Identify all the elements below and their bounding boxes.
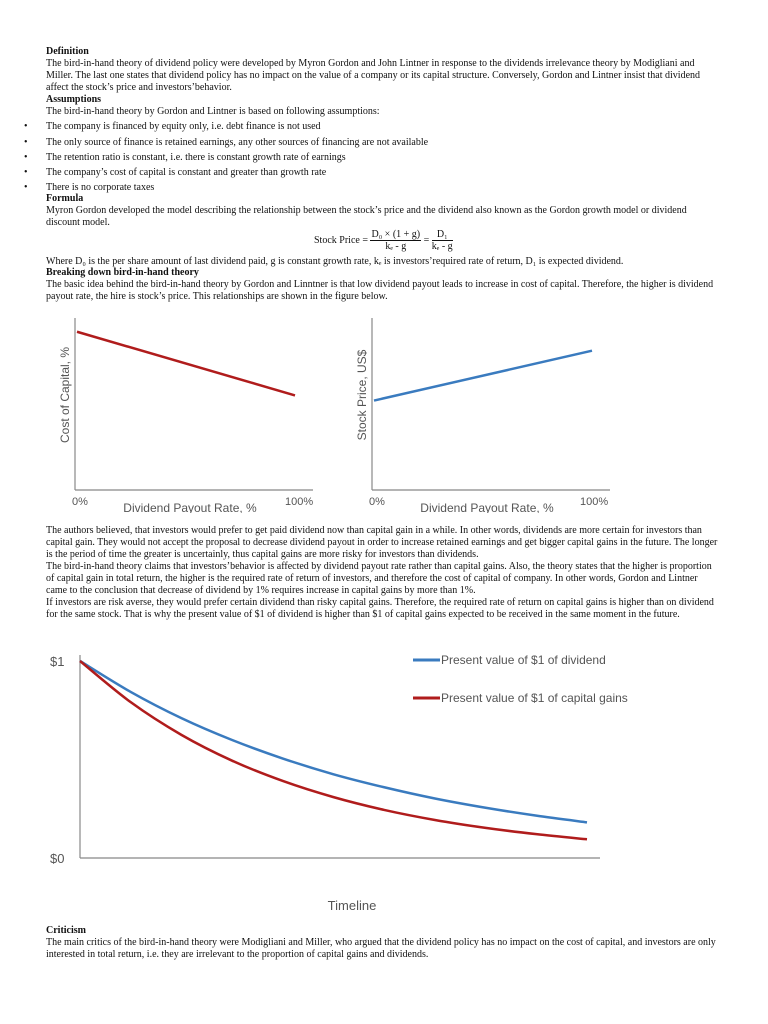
definition-heading: Definition [46,46,89,57]
body-line: If investors are risk averse, they would… [46,597,714,608]
assumption-item: The company is financed by equity only, … [46,121,321,132]
assumption-item: The only source of finance is retained e… [46,137,429,148]
formula-line: discount model. [46,217,110,228]
x-tick-label: 0% [72,496,88,508]
y-axis-label: Stock Price, US$ [355,349,369,440]
formula-label: Stock Price = [314,234,368,246]
body-line: The bird-in-hand theory claims that inve… [46,561,712,572]
breaking-heading: Breaking down bird-in-hand theory [46,267,199,278]
criticism-heading: Criticism [46,925,86,936]
bullet-icon: • [24,182,28,193]
body-line: came to the conclusion that decrease of … [46,585,476,596]
fraction-1: D₀ × (1 + g) kₑ - g [370,229,422,252]
bullet-icon: • [24,137,28,148]
bullet-icon: • [24,167,28,178]
assumption-item: The retention ratio is constant, i.e. th… [46,152,346,163]
assumption-item: The company’s cost of capital is constan… [46,167,327,178]
body-line: for the same stock. That is why the pres… [46,609,680,620]
fraction-1-numerator: D₀ × (1 + g) [370,229,422,241]
present-value-chart: $1 $0 Present value of $1 of dividend Pr… [50,653,628,913]
series-line-dividend [79,659,588,824]
assumptions-intro: The bird-in-hand theory by Gordon and Li… [46,106,380,117]
stock-price-chart: 0% 100% Dividend Payout Rate, % Stock Pr… [355,318,610,513]
breaking-line: The basic idea behind the bird-in-hand t… [46,279,714,290]
series-line-capital-gains [79,660,588,841]
definition-line: The bird-in-hand theory of dividend poli… [46,58,695,69]
bullet-icon: • [24,121,28,132]
fraction-2-numerator: D₁ [431,229,453,241]
criticism-line: The main critics of the bird-in-hand the… [46,937,716,948]
formula-line: Myron Gordon developed the model describ… [46,205,687,216]
stock-price-formula: Stock Price = D₀ × (1 + g) kₑ - g = D₁ k… [314,229,453,252]
cost-of-capital-chart: 0% 100% Dividend Payout Rate, % Cost of … [58,318,313,513]
body-line: capital gain. They would not accept the … [46,537,718,548]
assumption-item: There is no corporate taxes [46,182,155,193]
x-tick-label: 100% [580,496,608,508]
formula-heading: Formula [46,193,84,204]
y-axis-label: Cost of Capital, % [58,347,72,443]
y-tick-label: $0 [50,851,64,866]
x-axis-label: Timeline [328,898,377,913]
x-tick-label: 100% [285,496,313,508]
body-line: The authors believed, that investors wou… [46,525,702,536]
x-axis-label: Dividend Payout Rate, % [123,501,257,513]
body-line: of capital gain in total return, the hig… [46,573,698,584]
assumptions-heading: Assumptions [46,94,102,105]
series-line [373,349,593,402]
fraction-2-denominator: kₑ - g [431,241,453,252]
legend-label: Present value of $1 of dividend [441,653,606,667]
legend-label: Present value of $1 of capital gains [441,691,628,705]
criticism-line: interested in total return, i.e. they ar… [46,949,429,960]
fraction-1-denominator: kₑ - g [385,241,407,252]
fraction-2: D₁ kₑ - g [431,229,453,252]
definition-line: affect the stock’s price and investors’b… [46,82,232,93]
legend: Present value of $1 of dividend Present … [413,653,628,705]
x-axis-label: Dividend Payout Rate, % [420,501,554,513]
x-tick-label: 0% [369,496,385,508]
body-line: is the period of time the greater is unc… [46,549,479,560]
bullet-icon: • [24,152,28,163]
y-tick-label: $1 [50,654,64,669]
formula-where: Where D₀ is the per share amount of last… [46,256,624,267]
definition-line: Miller. The last one states that dividen… [46,70,701,81]
formula-equals: = [423,234,430,246]
breaking-line: payout rate, the hire is stock’s price. … [46,291,388,302]
series-line [76,330,296,397]
